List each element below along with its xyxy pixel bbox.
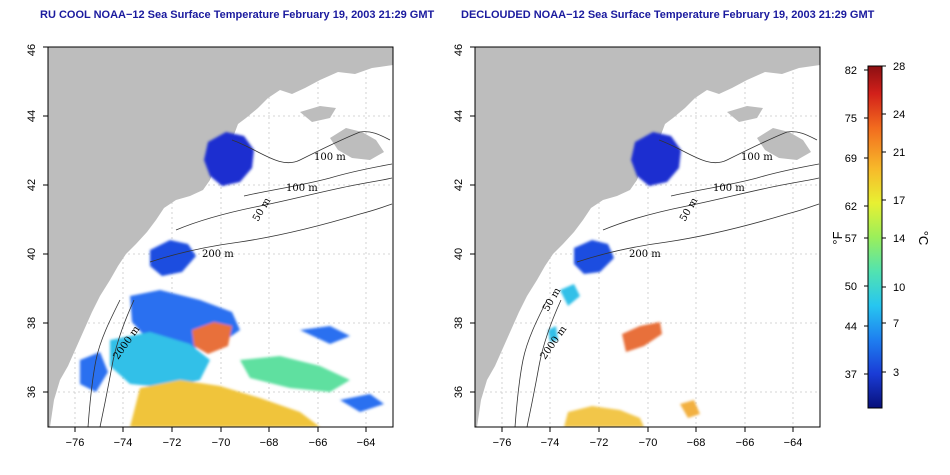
colorbar-fahrenheit-tick: 44	[845, 321, 857, 333]
colorbar-fahrenheit-tick: 57	[845, 233, 857, 245]
right-map-pei	[727, 106, 763, 122]
right-y-tick-label: 44	[453, 110, 465, 122]
left-map-bathymetry-contours	[87, 131, 393, 427]
right-map-title: DECLOUDED NOAA−12 Sea Surface Temperatur…	[461, 9, 875, 21]
right-map-nova-scotia	[757, 128, 811, 160]
left-x-tick-label: −64	[357, 437, 376, 449]
colorbar-fahrenheit-tick: 37	[845, 369, 857, 381]
right-x-tick-label: −74	[541, 437, 560, 449]
colorbar-celsius-tick: 24	[893, 109, 905, 121]
right-y-tick-label: 46	[453, 44, 465, 56]
left-contour-label-100m-b: 100 m	[286, 183, 318, 194]
right-x-axis: −76 −74 −72 −70 −68 −66 −64	[493, 427, 803, 449]
right-x-tick-label: −72	[590, 437, 609, 449]
left-map-pei	[300, 106, 336, 122]
left-y-axis: 36 38 40 42 44 46	[26, 44, 48, 398]
right-y-axis: 36 38 40 42 44 46	[453, 44, 475, 398]
colorbar-celsius-tick: 10	[893, 282, 905, 294]
right-y-tick-label: 38	[453, 317, 465, 329]
right-contour-label-100m-b: 100 m	[713, 183, 745, 194]
left-y-tick-label: 40	[26, 248, 38, 260]
colorbar-celsius-tick: 21	[893, 147, 905, 159]
left-y-tick-label: 36	[26, 386, 38, 398]
left-contour-label-200m: 200 m	[202, 249, 234, 260]
right-x-tick-label: −68	[687, 437, 706, 449]
colorbar-gradient	[867, 65, 883, 409]
colorbar-ticks	[864, 65, 886, 375]
right-x-tick-label: −70	[639, 437, 658, 449]
left-x-tick-label: −70	[212, 437, 231, 449]
left-y-tick-label: 44	[26, 110, 38, 122]
left-map-nova-scotia	[330, 128, 384, 160]
left-y-tick-label: 38	[26, 317, 38, 329]
colorbar: 82 75 69 62 57 50 44 37 28 24 21 17 14 1…	[830, 61, 931, 409]
colorbar-fahrenheit-tick: 50	[845, 281, 857, 293]
colorbar-fahrenheit-tick: 62	[845, 201, 857, 213]
colorbar-fahrenheit-tick: 82	[845, 65, 857, 77]
left-contour-label-100m-a: 100 m	[314, 152, 346, 163]
left-y-tick-label: 46	[26, 44, 38, 56]
right-x-tick-label: −64	[784, 437, 803, 449]
right-contour-label-100m-a: 100 m	[741, 152, 773, 163]
left-map-sst-data	[80, 132, 384, 427]
right-x-tick-label: −76	[493, 437, 512, 449]
right-map-land	[475, 47, 820, 427]
right-map-sst-data	[548, 132, 700, 427]
colorbar-celsius-unit-label: °C	[916, 231, 931, 246]
left-map-title: RU COOL NOAA−12 Sea Surface Temperature …	[40, 9, 435, 21]
left-y-tick-label: 42	[26, 179, 38, 191]
colorbar-celsius-tick: 14	[893, 233, 905, 245]
right-y-tick-label: 42	[453, 179, 465, 191]
left-x-tick-label: −66	[309, 437, 328, 449]
colorbar-fahrenheit-tick: 69	[845, 153, 857, 165]
colorbar-celsius-tick: 17	[893, 195, 905, 207]
left-x-axis: −76 −74 −72 −70 −68 −66 −64	[66, 427, 376, 449]
left-map-panel: 100 m 100 m 50 m 200 m 2000 m −76 −74 −7…	[26, 44, 394, 449]
left-map-land	[48, 47, 393, 427]
right-y-tick-label: 40	[453, 248, 465, 260]
right-map-bathymetry-contours	[514, 131, 820, 427]
right-x-tick-label: −66	[736, 437, 755, 449]
colorbar-fahrenheit-unit-label: °F	[830, 231, 845, 244]
colorbar-celsius-tick: 3	[893, 367, 899, 379]
colorbar-celsius-tick: 7	[893, 318, 899, 330]
colorbar-celsius-tick: 28	[893, 61, 905, 73]
left-x-tick-label: −68	[260, 437, 279, 449]
colorbar-fahrenheit-tick: 75	[845, 113, 857, 125]
left-x-tick-label: −74	[114, 437, 133, 449]
left-x-tick-label: −76	[66, 437, 85, 449]
right-contour-label-200m: 200 m	[629, 249, 661, 260]
right-y-tick-label: 36	[453, 386, 465, 398]
left-x-tick-label: −72	[163, 437, 182, 449]
right-map-panel: 100 m 100 m 50 m 200 m 50 m 2000 m −76 −…	[453, 44, 821, 449]
